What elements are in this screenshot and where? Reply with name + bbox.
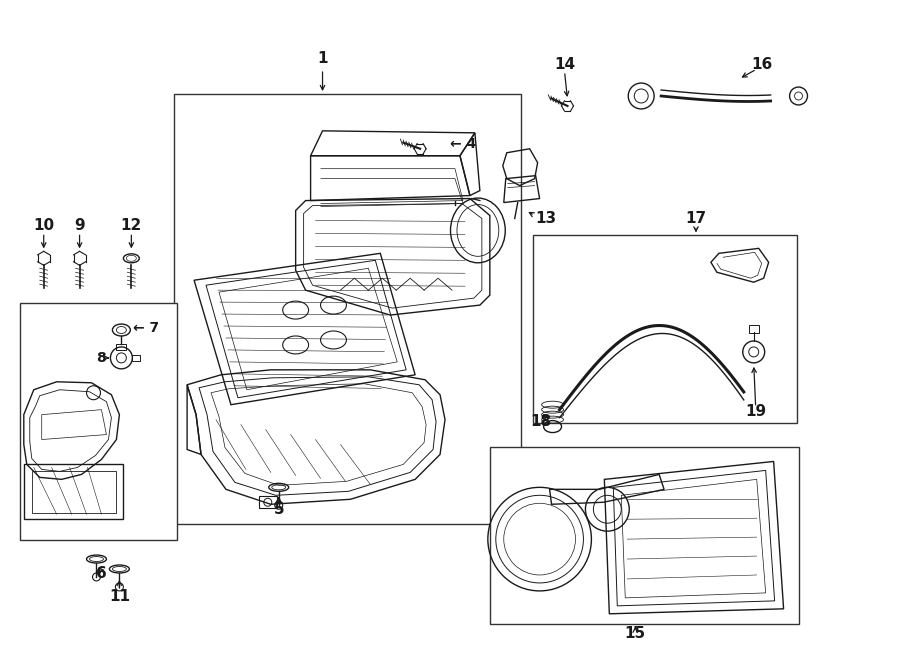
Text: 5: 5 bbox=[274, 502, 284, 517]
Text: 14: 14 bbox=[554, 57, 575, 71]
Bar bbox=[23, 465, 123, 519]
Text: 18: 18 bbox=[530, 414, 551, 429]
Text: 9: 9 bbox=[74, 218, 85, 233]
Bar bbox=[32, 471, 116, 513]
Text: 13: 13 bbox=[536, 211, 557, 226]
Text: 15: 15 bbox=[625, 626, 646, 641]
Text: 19: 19 bbox=[745, 404, 766, 419]
Text: ← 4: ← 4 bbox=[450, 137, 476, 151]
Text: 11: 11 bbox=[109, 589, 130, 604]
Bar bbox=[490, 446, 798, 624]
Bar bbox=[116, 344, 126, 350]
Text: 6: 6 bbox=[96, 567, 107, 581]
Text: 17: 17 bbox=[686, 211, 706, 226]
Bar bbox=[20, 303, 177, 540]
Text: ← 7: ← 7 bbox=[133, 321, 159, 335]
Bar bbox=[749, 325, 759, 333]
Text: 10: 10 bbox=[33, 218, 54, 233]
Bar bbox=[533, 236, 796, 422]
Text: 8: 8 bbox=[96, 351, 106, 365]
Text: 12: 12 bbox=[121, 218, 142, 233]
Bar bbox=[132, 355, 140, 361]
Bar bbox=[259, 496, 276, 508]
Text: 16: 16 bbox=[752, 57, 772, 71]
Text: 1: 1 bbox=[318, 51, 328, 66]
Bar bbox=[175, 94, 521, 524]
